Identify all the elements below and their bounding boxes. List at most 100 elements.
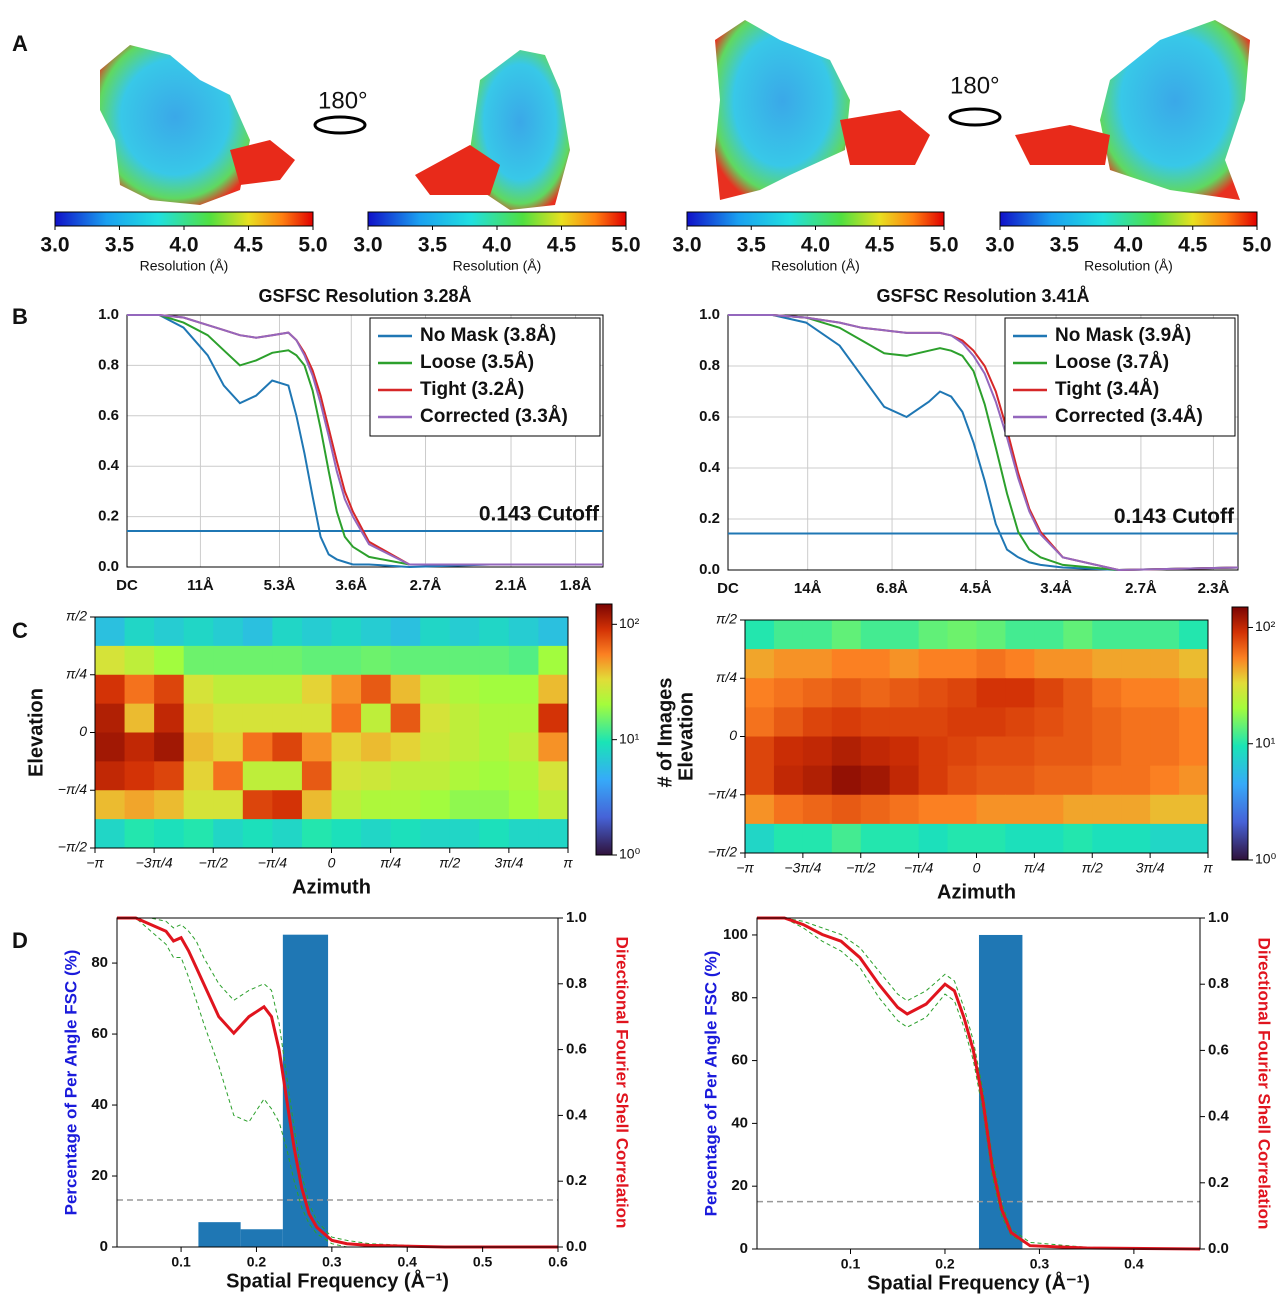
heatmap-cell <box>745 678 775 708</box>
heatmap-cell <box>361 790 392 820</box>
heatmap-cell <box>331 819 362 849</box>
x-tick-label: 3.5 <box>105 234 135 257</box>
heatmap-cell <box>124 674 155 705</box>
heatmap-cell <box>773 736 804 767</box>
heatmap-cell <box>1092 707 1122 737</box>
heatmap-cell <box>889 707 920 737</box>
line-series <box>117 917 558 1248</box>
y2-tick-label: 0.4 <box>566 1106 588 1123</box>
y-tick-label: 0 <box>740 1240 748 1257</box>
x-tick-label: 14Å <box>794 580 822 597</box>
y-tick-label: 0 <box>79 723 87 739</box>
legend-label: Corrected (3.3Å) <box>420 406 568 427</box>
heatmap-cell <box>154 790 185 820</box>
x-tick-label: −3π/4 <box>784 860 821 876</box>
heatmap-cell <box>773 794 804 825</box>
x-tick-label: 4.0 <box>801 234 830 257</box>
x-tick-label: 4.5 <box>547 234 577 257</box>
y2-tick-label: 0.6 <box>566 1041 587 1058</box>
x-tick-label: −π <box>736 860 754 876</box>
heatmap-cell <box>124 732 155 762</box>
heatmap-cell <box>1121 678 1151 708</box>
heatmap-cell <box>860 794 891 825</box>
heatmap-cell <box>745 707 775 737</box>
heatmap-cell <box>976 823 1006 854</box>
heatmap-cell <box>860 736 891 767</box>
heatmap-cell <box>183 819 214 849</box>
x-tick-label: 1.8Å <box>560 577 592 594</box>
x-tick-label: 0.3 <box>1030 1256 1050 1272</box>
heatmap-cell <box>213 645 244 676</box>
legend-label: Tight (3.4Å) <box>1055 379 1159 400</box>
line-series <box>757 916 1201 1251</box>
heatmap-cell <box>1092 678 1122 708</box>
x-tick-label: 5.0 <box>298 234 327 257</box>
x-tick-label: 3.4Å <box>1040 580 1072 597</box>
x-tick-label: 3.0 <box>353 234 382 257</box>
heatmap-cell <box>124 790 155 820</box>
heatmap-cell <box>508 645 539 676</box>
heatmap-cell <box>745 823 775 854</box>
legend-label: No Mask (3.8Å) <box>420 325 556 346</box>
colorbar-tick-label: 10¹ <box>1255 734 1276 750</box>
heatmap-cell <box>183 761 214 791</box>
y-tick-label: −π/4 <box>58 781 87 797</box>
heatmap-cell <box>1150 707 1180 737</box>
heatmap-cell <box>420 819 451 849</box>
y-tick-label: −π/2 <box>58 839 87 855</box>
heatmap-cell <box>331 617 362 647</box>
panel-label: D <box>12 928 28 953</box>
x-tick-label: 3.5 <box>418 234 448 257</box>
x-tick-label: 0.1 <box>171 1254 191 1270</box>
heatmap-cell <box>1005 649 1035 679</box>
heatmap-cell <box>1005 765 1035 796</box>
heatmap-cell <box>1034 794 1064 825</box>
y-tick-label: 0.8 <box>699 357 720 374</box>
heatmap-cell <box>95 703 126 733</box>
heatmap-cell <box>773 707 804 737</box>
heatmap-cell <box>1034 707 1064 737</box>
heatmap-cell <box>213 617 244 647</box>
x-tick-label: 5.3Å <box>264 577 296 594</box>
heatmap-cell <box>420 645 451 676</box>
heatmap-cell <box>479 645 510 676</box>
heatmap-cell <box>918 649 949 679</box>
colorbar <box>1231 606 1249 861</box>
x-axis-label: Resolution (Å) <box>140 258 229 274</box>
heatmap-cell <box>831 620 862 650</box>
heatmap-cell <box>183 645 214 676</box>
y-axis-label: Percentage of Per Angle FSC (%) <box>701 951 720 1217</box>
x-tick-label: 0 <box>328 855 336 871</box>
heatmap-cell <box>449 674 480 705</box>
heatmap-cell <box>1034 649 1064 679</box>
colorbar <box>595 603 613 856</box>
x-tick-label: 2.7Å <box>410 577 442 594</box>
heatmap-cell <box>479 674 510 705</box>
x-tick-label: 6.8Å <box>876 580 908 597</box>
heatmap-cell <box>154 617 185 647</box>
heatmap-cell <box>860 620 891 650</box>
heatmap-cell <box>390 703 421 733</box>
y2-axis-label: Directional Fourier Shell Correlation <box>1255 938 1274 1230</box>
heatmap-cell <box>1121 707 1151 737</box>
y-tick-label: 0.0 <box>98 558 119 575</box>
heatmap-cell <box>95 674 126 705</box>
x-tick-label: −π <box>86 855 104 871</box>
x-tick-label: π/4 <box>380 855 401 871</box>
heatmap-cell <box>538 819 569 849</box>
heatmap-cell <box>301 761 332 791</box>
heatmap-cell <box>773 649 804 679</box>
heatmap-cell <box>745 736 775 767</box>
heatmap-cell <box>773 765 804 796</box>
heatmap-cell <box>1034 736 1064 767</box>
heatmap-cell <box>1121 794 1151 825</box>
heatmap-cell <box>1179 794 1209 825</box>
x-tick-label: 0.4 <box>397 1254 417 1270</box>
plot-frame <box>126 314 604 568</box>
colorbar-tick-label: 10⁰ <box>1255 851 1277 867</box>
heatmap-cell <box>773 823 804 854</box>
x-axis-label: Azimuth <box>937 881 1016 903</box>
heatmap-cell <box>272 674 303 705</box>
heatmap-cell <box>889 620 920 650</box>
x-tick-label: 5.0 <box>929 234 958 257</box>
